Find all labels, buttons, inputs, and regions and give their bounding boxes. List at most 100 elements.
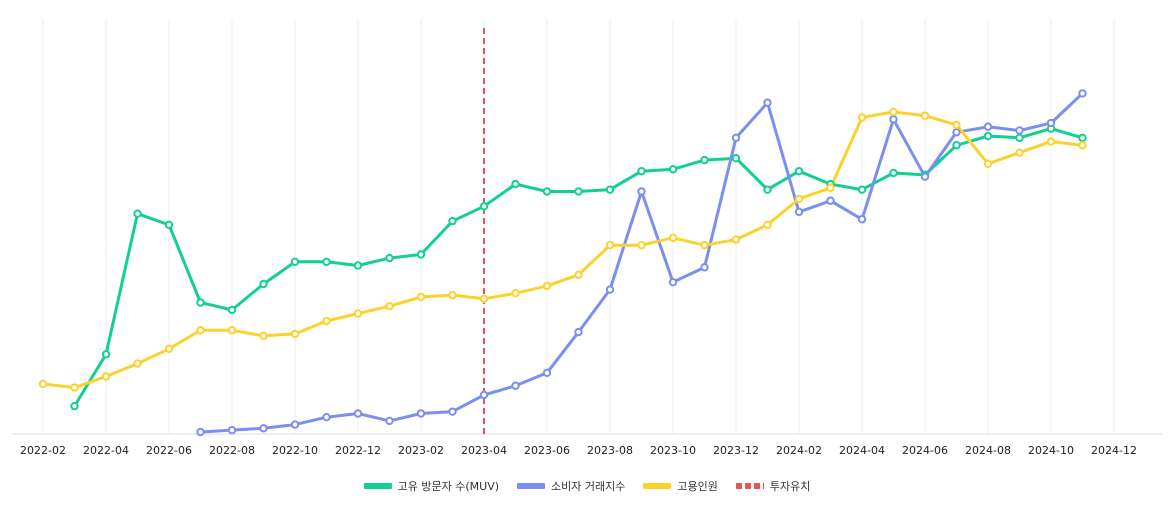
data-point-0 xyxy=(164,220,174,230)
data-point-2 xyxy=(385,302,394,311)
data-point-0 xyxy=(1078,133,1087,143)
data-point-0 xyxy=(983,131,993,141)
data-point-2 xyxy=(794,194,804,204)
data-point-2 xyxy=(511,289,520,298)
data-point-1 xyxy=(290,420,300,429)
data-point-0 xyxy=(952,141,961,150)
series-line-2 xyxy=(41,110,1084,390)
data-point-0 xyxy=(731,154,741,163)
data-point-2 xyxy=(826,183,835,193)
legend-swatch-muv xyxy=(363,483,392,489)
data-point-1 xyxy=(385,416,394,426)
data-point-0 xyxy=(574,187,583,196)
data-point-2 xyxy=(1015,148,1024,157)
data-point-1 xyxy=(416,409,426,418)
legend: 고유 방문자 수(MUV) 소비자 거래지수 고용인원 투자유치 xyxy=(0,478,1174,494)
data-point-2 xyxy=(637,240,646,250)
data-point-0 xyxy=(637,166,646,176)
data-point-2 xyxy=(353,309,363,318)
data-point-1 xyxy=(794,207,804,217)
data-point-1 xyxy=(259,424,268,433)
x-tick-label: 2023-08 xyxy=(587,444,633,457)
legend-label-employees: 고용인원 xyxy=(677,480,718,493)
data-point-2 xyxy=(227,326,237,335)
data-point-0 xyxy=(857,185,867,194)
legend-label-muv: 고유 방문자 수(MUV) xyxy=(397,480,500,493)
data-point-2 xyxy=(763,220,772,230)
data-point-0 xyxy=(668,165,678,174)
legend-item-muv[interactable]: 고유 방문자 수(MUV) xyxy=(363,478,500,494)
data-point-1 xyxy=(605,285,615,294)
legend-swatch-employees xyxy=(643,483,672,489)
x-tick-label: 2022-06 xyxy=(146,444,192,457)
data-point-0 xyxy=(101,350,111,359)
data-point-1 xyxy=(1078,89,1087,98)
data-point-2 xyxy=(920,111,930,120)
x-tick-label: 2024-12 xyxy=(1091,444,1137,457)
data-point-2 xyxy=(952,120,961,130)
data-point-2 xyxy=(542,281,552,291)
data-point-1 xyxy=(889,115,898,124)
data-point-1 xyxy=(763,98,772,107)
legend-item-consumer-index[interactable]: 소비자 거래지수 xyxy=(517,478,625,494)
x-tick-label: 2023-10 xyxy=(650,444,696,457)
data-point-2 xyxy=(605,240,615,250)
data-point-1 xyxy=(731,133,741,143)
x-tick-label: 2024-02 xyxy=(776,444,822,457)
data-point-2 xyxy=(1046,137,1056,146)
data-point-0 xyxy=(479,202,489,211)
data-point-2 xyxy=(574,270,583,279)
data-point-1 xyxy=(826,196,835,205)
data-point-0 xyxy=(322,257,331,266)
data-point-0 xyxy=(133,209,142,218)
data-point-1 xyxy=(637,187,646,196)
data-point-1 xyxy=(574,327,583,337)
data-point-1 xyxy=(511,381,520,390)
data-point-0 xyxy=(700,155,709,165)
data-point-1 xyxy=(1015,126,1024,135)
data-point-2 xyxy=(164,344,174,353)
data-point-0 xyxy=(794,166,804,176)
data-point-0 xyxy=(385,253,394,263)
data-point-2 xyxy=(70,383,79,392)
x-tick-label: 2024-04 xyxy=(839,444,885,457)
data-point-2 xyxy=(857,113,867,122)
data-point-0 xyxy=(605,185,615,194)
data-point-2 xyxy=(1078,141,1087,150)
legend-item-investment[interactable]: 투자유치 xyxy=(735,478,811,494)
data-point-1 xyxy=(700,263,709,272)
data-point-0 xyxy=(448,216,457,226)
data-point-2 xyxy=(133,359,142,368)
data-point-1 xyxy=(448,407,457,416)
data-point-1 xyxy=(542,368,552,377)
data-point-2 xyxy=(322,316,331,326)
x-tick-label: 2022-04 xyxy=(83,444,129,457)
data-point-0 xyxy=(70,401,79,411)
x-tick-label: 2022-10 xyxy=(272,444,318,457)
x-tick-label: 2024-08 xyxy=(965,444,1011,457)
data-point-2 xyxy=(290,329,300,339)
data-point-2 xyxy=(259,331,268,340)
legend-label-investment: 투자유치 xyxy=(769,480,811,493)
data-point-0 xyxy=(353,261,363,270)
data-point-1 xyxy=(227,425,237,435)
data-point-2 xyxy=(448,290,457,300)
data-point-1 xyxy=(196,427,205,437)
data-point-0 xyxy=(542,187,552,196)
data-point-2 xyxy=(196,326,205,335)
legend-item-employees[interactable]: 고용인원 xyxy=(643,478,718,494)
data-point-0 xyxy=(511,179,520,189)
data-point-2 xyxy=(101,372,111,381)
data-point-2 xyxy=(416,292,426,302)
data-point-0 xyxy=(763,185,772,194)
data-point-0 xyxy=(227,305,237,315)
legend-label-consumer-index: 소비자 거래지수 xyxy=(551,480,626,493)
data-point-2 xyxy=(731,235,741,244)
legend-swatch-investment xyxy=(735,483,764,489)
x-tick-label: 2022-12 xyxy=(335,444,381,457)
data-point-0 xyxy=(889,168,898,178)
x-tick-label: 2023-12 xyxy=(713,444,759,457)
x-tick-label: 2023-04 xyxy=(461,444,507,457)
data-point-1 xyxy=(952,128,961,137)
